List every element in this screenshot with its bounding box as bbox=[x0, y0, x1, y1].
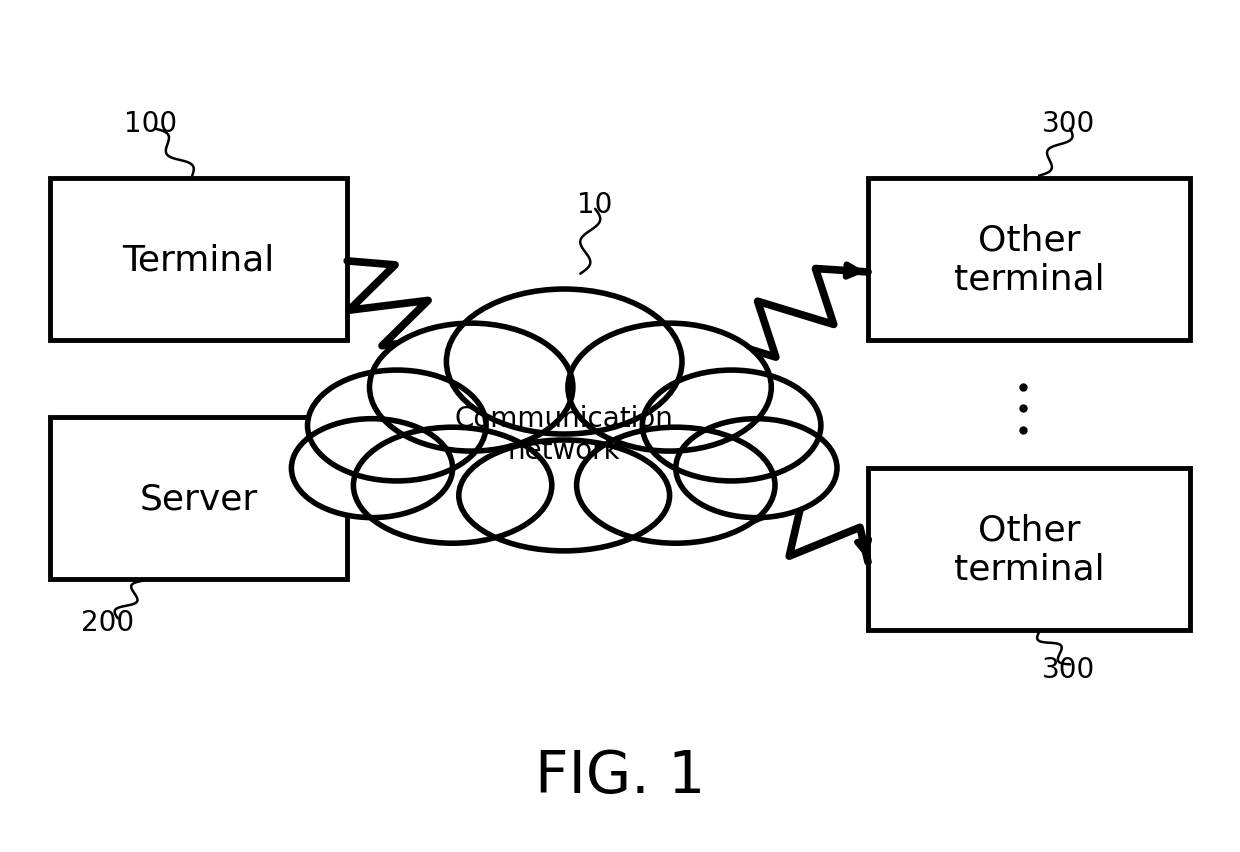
FancyBboxPatch shape bbox=[50, 179, 347, 341]
Text: Other
terminal: Other terminal bbox=[954, 223, 1105, 296]
FancyBboxPatch shape bbox=[868, 179, 1190, 341]
Ellipse shape bbox=[577, 428, 775, 544]
Text: 300: 300 bbox=[1042, 110, 1095, 137]
Text: Terminal: Terminal bbox=[123, 243, 274, 277]
Ellipse shape bbox=[308, 371, 486, 481]
Ellipse shape bbox=[676, 419, 837, 518]
Ellipse shape bbox=[459, 440, 670, 551]
Ellipse shape bbox=[446, 290, 682, 435]
Ellipse shape bbox=[353, 428, 552, 544]
Text: 300: 300 bbox=[1042, 655, 1095, 682]
Text: Other
terminal: Other terminal bbox=[954, 513, 1105, 586]
Text: Communication
network: Communication network bbox=[455, 405, 673, 464]
FancyBboxPatch shape bbox=[868, 469, 1190, 630]
FancyBboxPatch shape bbox=[50, 417, 347, 579]
Ellipse shape bbox=[642, 371, 821, 481]
Ellipse shape bbox=[568, 324, 771, 452]
Text: 200: 200 bbox=[81, 608, 134, 636]
Text: FIG. 1: FIG. 1 bbox=[534, 747, 706, 803]
Text: 10: 10 bbox=[577, 191, 613, 218]
Text: Server: Server bbox=[139, 481, 258, 515]
Ellipse shape bbox=[370, 324, 573, 452]
Text: 100: 100 bbox=[124, 110, 177, 137]
Ellipse shape bbox=[291, 419, 453, 518]
